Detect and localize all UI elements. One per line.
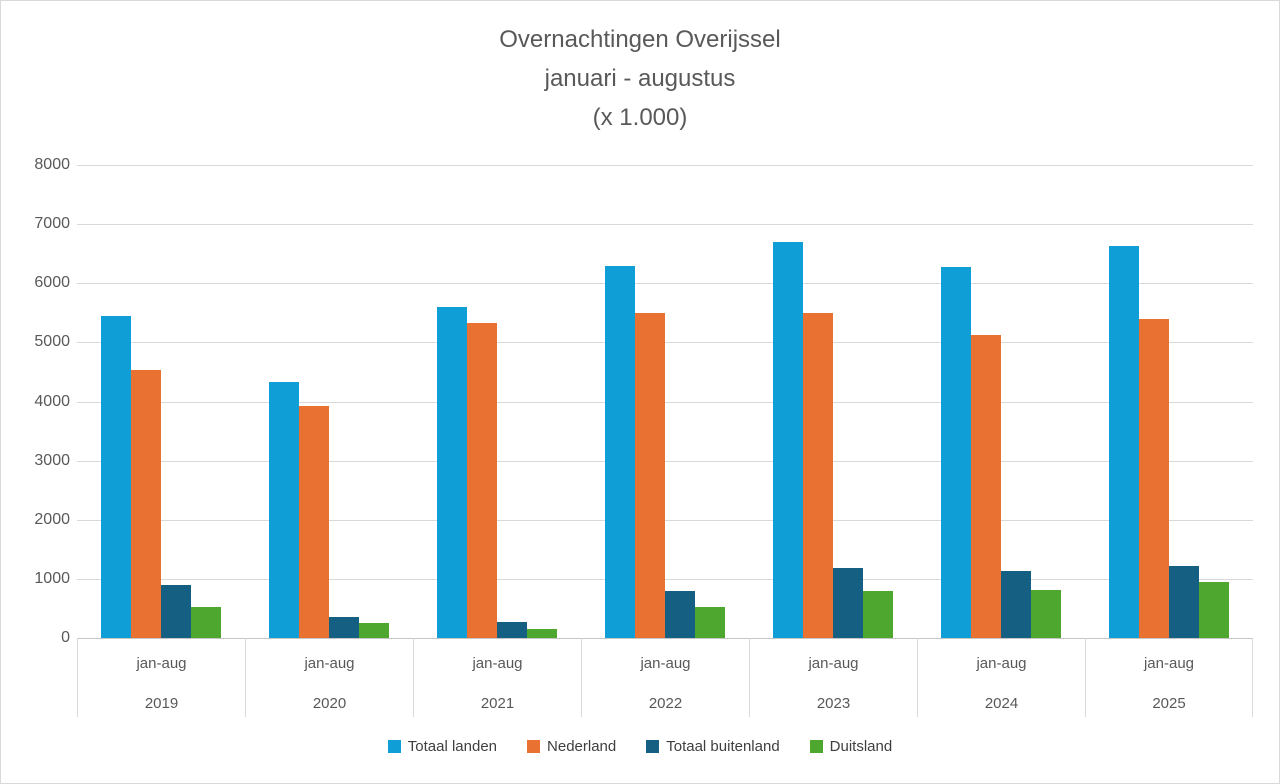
x-axis-sublabel: jan-aug — [976, 655, 1027, 672]
bar-group-2025 — [1085, 165, 1253, 638]
bar-totaal-landen-2019 — [101, 316, 131, 638]
y-axis-tick-label: 3000 — [34, 451, 70, 469]
y-axis-tick-label: 2000 — [34, 510, 70, 528]
plot-area — [77, 165, 1253, 639]
bar-nederland-2024 — [971, 335, 1001, 638]
bar-totaal-buitenland-2019 — [161, 585, 191, 638]
y-axis-tick-label: 0 — [61, 629, 70, 646]
bar-totaal-buitenland-2023 — [833, 568, 863, 638]
x-axis-sublabel: jan-aug — [1143, 655, 1195, 672]
bar-totaal-landen-2023 — [773, 242, 803, 638]
legend-item-totaal-buitenland: Totaal buitenland — [646, 738, 780, 755]
gridline — [77, 402, 1253, 403]
x-axis-sublabel: jan-aug — [808, 655, 859, 672]
bar-duitsland-2022 — [695, 607, 725, 638]
bar-nederland-2022 — [635, 313, 665, 638]
x-axis-line — [77, 638, 1253, 639]
legend: Totaal landen Nederland Totaal buitenland D… — [0, 738, 1280, 755]
legend-item-nederland: Nederland — [527, 738, 616, 755]
bar-totaal-landen-2025 — [1109, 246, 1139, 638]
bar-nederland-2019 — [131, 370, 161, 638]
x-axis-category-2023: jan-aug 2023 — [749, 638, 917, 717]
bar-totaal-buitenland-2022 — [665, 591, 695, 638]
y-axis-tick-label: 6000 — [34, 274, 70, 292]
x-axis-category-2019: jan-aug 2019 — [77, 638, 245, 717]
x-axis-year-label: 2022 — [648, 695, 683, 712]
x-axis: jan-aug 2019 jan-aug 2020 jan-aug 2021 jan-aug… — [77, 638, 1253, 717]
x-axis-sublabel: jan-aug — [472, 655, 523, 672]
x-axis-category-2024: jan-aug 2024 — [917, 638, 1085, 717]
bar-duitsland-2020 — [359, 623, 389, 638]
bar-totaal-landen-2024 — [941, 267, 971, 638]
chart-title-line-1: Overnachtingen Overijssel — [499, 26, 781, 53]
x-axis-year-label: 2025 — [1152, 695, 1186, 712]
bar-nederland-2021 — [467, 323, 497, 638]
gridline — [77, 579, 1253, 580]
chart-title-line-3: (x 1.000) — [592, 104, 688, 131]
bar-nederland-2020 — [299, 406, 329, 638]
legend-label: Nederland — [547, 738, 617, 755]
gridline — [77, 342, 1253, 343]
x-axis-category-2020: jan-aug 2020 — [245, 638, 413, 717]
bar-nederland-2023 — [803, 313, 833, 638]
gridline — [77, 283, 1253, 284]
bar-duitsland-2019 — [191, 607, 221, 638]
legend-swatch-icon — [387, 740, 401, 753]
legend-label: Totaal landen — [407, 738, 498, 755]
bar-group-2024 — [917, 165, 1085, 638]
legend-item-totaal-landen: Totaal landen — [387, 738, 498, 755]
x-axis-sublabel: jan-aug — [136, 655, 187, 672]
legend-swatch-icon — [809, 740, 823, 753]
x-axis-sublabel: jan-aug — [640, 655, 691, 672]
y-axis-tick-label: 7000 — [34, 215, 70, 233]
bar-group-2021 — [413, 165, 581, 638]
gridline — [77, 520, 1253, 521]
x-axis-sublabel: jan-aug — [304, 655, 355, 672]
legend-swatch-icon — [646, 740, 660, 753]
bar-group-2023 — [749, 165, 917, 638]
x-axis-year-label: 2019 — [144, 695, 179, 712]
x-axis-category-2025: jan-aug 2025 — [1085, 638, 1253, 717]
legend-item-duitsland: Duitsland — [809, 738, 893, 755]
x-axis-year-label: 2023 — [816, 695, 851, 712]
bar-group-2019 — [77, 165, 245, 638]
legend-label: Totaal buitenland — [666, 738, 780, 755]
chart-title-line-2: januari - augustus — [544, 65, 736, 92]
x-axis-category-2021: jan-aug 2021 — [413, 638, 581, 717]
legend-label: Duitsland — [829, 738, 893, 755]
bar-totaal-buitenland-2021 — [497, 622, 527, 638]
x-axis-category-2022: jan-aug 2022 — [581, 638, 749, 717]
x-axis-year-label: 2024 — [984, 695, 1019, 712]
bar-totaal-landen-2020 — [269, 382, 299, 638]
legend-swatch-icon — [527, 740, 541, 753]
bar-duitsland-2023 — [863, 591, 893, 638]
bar-duitsland-2021 — [527, 629, 557, 638]
y-axis-tick-label: 5000 — [34, 333, 70, 351]
y-axis-tick-label: 1000 — [34, 569, 70, 587]
bar-nederland-2025 — [1139, 319, 1169, 638]
gridline — [77, 224, 1253, 225]
bar-totaal-landen-2021 — [437, 307, 467, 638]
x-axis-year-label: 2021 — [480, 695, 515, 712]
bar-group-2020 — [245, 165, 413, 638]
bar-totaal-buitenland-2020 — [329, 617, 359, 638]
bar-group-2022 — [581, 165, 749, 638]
bar-duitsland-2024 — [1031, 590, 1061, 638]
gridline — [77, 165, 1253, 166]
y-axis-tick-label: 8000 — [34, 156, 70, 173]
bar-duitsland-2025 — [1199, 582, 1229, 638]
y-axis-tick-label: 4000 — [34, 392, 70, 410]
bar-totaal-buitenland-2024 — [1001, 571, 1031, 638]
bar-totaal-landen-2022 — [605, 266, 635, 638]
x-axis-year-label: 2020 — [312, 695, 347, 712]
gridline — [77, 461, 1253, 462]
bar-totaal-buitenland-2025 — [1169, 566, 1199, 638]
chart-title: Overnachtingen Overijssel januari - augu… — [0, 20, 1280, 137]
